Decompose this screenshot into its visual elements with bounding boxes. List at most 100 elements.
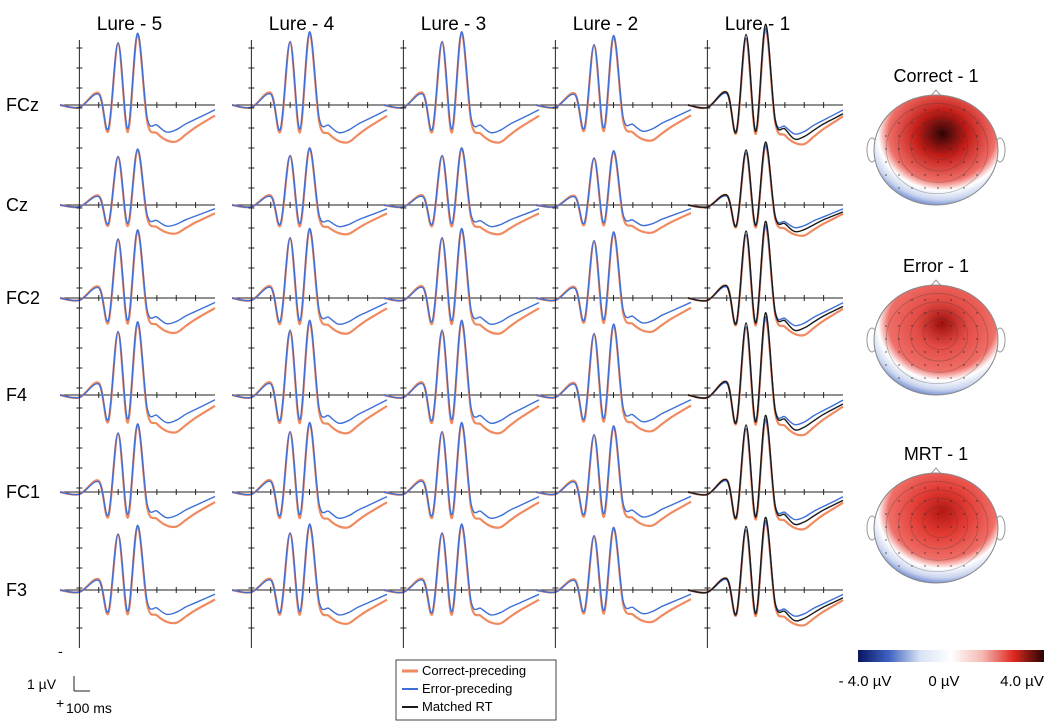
electrode-dot	[963, 312, 965, 314]
column-title: Lure - 4	[269, 14, 335, 35]
panel-lure-3-fcz	[383, 31, 540, 144]
waveform-correct-preceding	[59, 321, 216, 434]
waveform-correct-preceding	[231, 422, 388, 529]
electrode-dot	[924, 500, 926, 502]
electrode-dot	[937, 187, 939, 189]
panel-lure-5-fc1	[59, 423, 216, 529]
electrode-dot	[898, 338, 900, 340]
waveform-matched-rt	[687, 414, 844, 526]
electrode-dot	[963, 364, 965, 366]
waveform-correct-preceding	[59, 229, 216, 335]
electrode-dot	[924, 552, 926, 554]
panel-lure-1-fc2	[687, 220, 844, 337]
legend-box	[395, 659, 557, 721]
head-outline	[873, 472, 999, 584]
electrode-dot	[937, 500, 939, 502]
electrode-dot	[924, 377, 926, 379]
panel-lure-4-fcz	[231, 31, 388, 144]
panel-lure-4-fc2	[231, 227, 388, 335]
panel-lure-5-f4	[59, 321, 216, 434]
electrode-dot	[963, 135, 965, 137]
electrode-dot	[898, 526, 900, 528]
electrode-dot	[963, 565, 965, 567]
electrode-dot	[950, 174, 952, 176]
electrode-dot	[924, 299, 926, 301]
waveform-error-preceding	[535, 34, 692, 133]
waveform-error-preceding	[231, 319, 388, 425]
topomap-title: Correct - 1	[893, 66, 978, 86]
waveform-correct-preceding	[687, 520, 844, 627]
electrode-dot	[950, 552, 952, 554]
electrode-dot	[950, 364, 952, 366]
electrode-dot	[937, 377, 939, 379]
waveform-correct-preceding	[535, 150, 692, 234]
waveform-correct-preceding	[59, 148, 216, 235]
waveform-correct-preceding	[231, 524, 388, 625]
waveform-correct-preceding	[687, 316, 844, 437]
electrode-dot	[963, 148, 965, 150]
electrode-dot	[963, 338, 965, 340]
contour-line	[922, 128, 959, 161]
electrode-dot	[950, 148, 952, 150]
electrode-dot	[885, 539, 887, 541]
electrode-dot	[976, 513, 978, 515]
electrode-dot	[898, 500, 900, 502]
electrode-dot	[924, 539, 926, 541]
colorbar-label: 0 µV	[928, 673, 959, 690]
electrode-dot	[885, 351, 887, 353]
waveform-error-preceding	[231, 523, 388, 616]
electrode-dot	[937, 148, 939, 150]
electrode-dot	[937, 109, 939, 111]
electrode-dot	[976, 174, 978, 176]
panel-lure-1-f3	[687, 516, 844, 627]
electrode-dot	[911, 364, 913, 366]
electrode-dot	[950, 513, 952, 515]
electrode-dot	[924, 148, 926, 150]
electrode-dot	[924, 526, 926, 528]
electrode-dot	[937, 338, 939, 340]
panel-lure-2-fc2	[535, 231, 692, 334]
colorbar-gradient	[858, 650, 1044, 662]
electrode-dot	[976, 500, 978, 502]
electrode-dot	[924, 135, 926, 137]
waveform-correct-preceding	[535, 231, 692, 334]
panel-lure-5-cz	[59, 148, 216, 235]
topomap: MRT - 1	[866, 444, 1006, 584]
scale-time-label: 100 ms	[66, 700, 112, 716]
panel-lure-4-cz	[231, 147, 388, 236]
electrode-dot	[911, 299, 913, 301]
electrode-dot	[937, 565, 939, 567]
electrode-dot	[885, 161, 887, 163]
contour-line	[910, 497, 969, 550]
waveform-correct-preceding	[383, 524, 540, 625]
electrode-dot	[950, 161, 952, 163]
electrode-dot	[924, 109, 926, 111]
electrode-dot	[885, 338, 887, 340]
electrode-dot	[911, 351, 913, 353]
electrode-dot	[950, 539, 952, 541]
waveform-correct-preceding	[535, 35, 692, 142]
panel-lure-1-cz	[687, 141, 844, 237]
electrode-dot	[937, 161, 939, 163]
electrode-dot	[963, 513, 965, 515]
topomap: Error - 1	[866, 256, 1006, 396]
electrode-dot	[885, 364, 887, 366]
electrode-dot	[911, 377, 913, 379]
panel-lure-2-cz	[535, 150, 692, 234]
panel-lure-5-fcz	[59, 32, 216, 143]
electrode-dot	[937, 487, 939, 489]
electrode-dot	[963, 174, 965, 176]
waveform-error-preceding	[535, 526, 692, 615]
waveform-correct-preceding	[383, 422, 540, 529]
legend-label: Matched RT	[422, 699, 493, 714]
electrode-dot	[924, 161, 926, 163]
waveform-error-preceding	[231, 421, 388, 520]
erp-panel-grid	[59, 23, 844, 648]
contour-line	[910, 309, 969, 362]
electrode-dot	[898, 565, 900, 567]
panel-lure-1-fc1	[687, 414, 844, 531]
electrode-dot	[963, 187, 965, 189]
electrode-dot	[898, 161, 900, 163]
waveform-error-preceding	[383, 147, 540, 228]
electrode-dot	[924, 187, 926, 189]
